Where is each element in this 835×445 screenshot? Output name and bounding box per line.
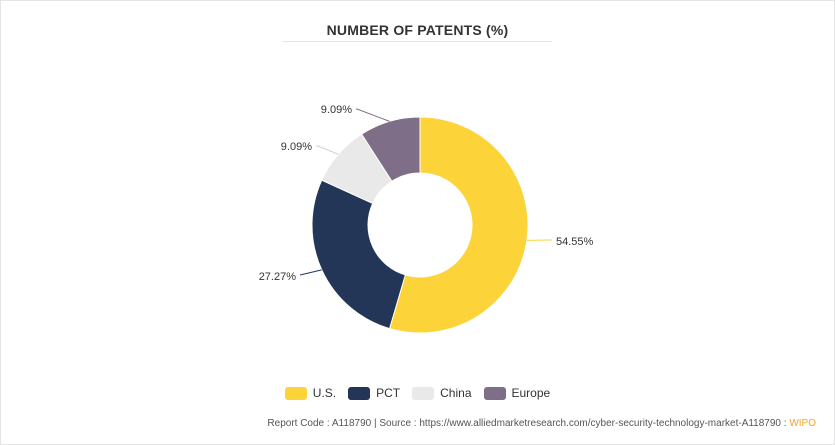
slice-us[interactable]	[388, 116, 529, 334]
legend-label-europe: Europe	[511, 386, 551, 400]
chart-title: NUMBER OF PATENTS (%)	[326, 22, 509, 38]
leader-line-china	[316, 145, 339, 155]
data-labels-group: 54.55% 27.27% 9.09% 9.09%	[259, 104, 594, 283]
data-label-europe: 9.09%	[321, 104, 352, 116]
legend-swatch-china	[412, 386, 435, 400]
slice-europe[interactable]	[360, 116, 421, 182]
leader-line-pct	[299, 269, 322, 276]
legend-label-china: China	[440, 386, 472, 400]
data-label-us: 54.55%	[556, 236, 594, 248]
data-label-pct: 27.27%	[259, 271, 297, 283]
legend-item-china[interactable]: China	[412, 386, 472, 400]
footer-source-name: WIPO	[789, 418, 816, 429]
leader-lines-group	[299, 108, 552, 276]
legend-item-europe[interactable]: Europe	[483, 386, 551, 400]
data-label-china: 9.09%	[281, 141, 312, 153]
legend-swatch-pct	[348, 386, 371, 400]
title-divider	[282, 41, 552, 42]
legend-swatch-europe	[483, 386, 506, 400]
legend-swatch-us	[284, 386, 307, 400]
legend: U.S. PCT China Europe	[0, 386, 835, 400]
slice-pct[interactable]	[311, 179, 406, 330]
leader-line-europe	[356, 108, 390, 122]
slices-group	[311, 116, 529, 334]
legend-item-us[interactable]: U.S.	[284, 386, 337, 400]
legend-label-pct: PCT	[376, 386, 401, 400]
legend-item-pct[interactable]: PCT	[348, 386, 400, 400]
legend-label-us: U.S.	[312, 386, 337, 400]
footer-source: Report Code : A118790 | Source : https:/…	[267, 418, 816, 429]
footer-text: Report Code : A118790 | Source : https:/…	[267, 418, 790, 429]
